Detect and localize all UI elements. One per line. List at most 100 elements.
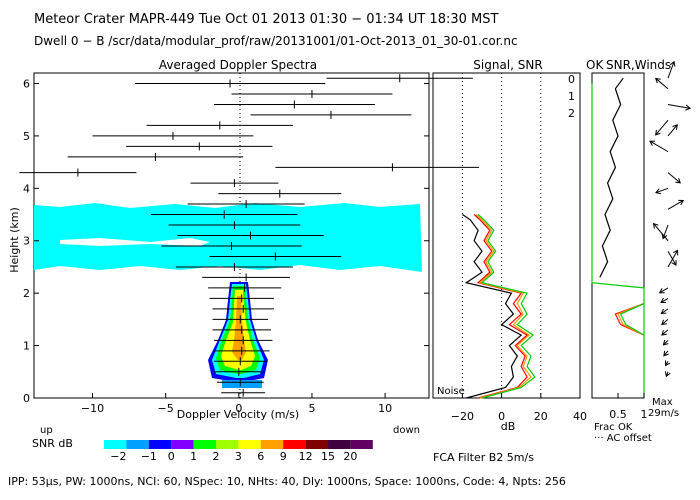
signal-series bbox=[462, 214, 536, 399]
colorbar-swatch bbox=[216, 440, 239, 449]
wind-barb-head bbox=[669, 60, 676, 67]
wind-barb-head bbox=[661, 233, 668, 240]
winds-frame bbox=[591, 72, 645, 399]
snr-line-beam-0 bbox=[473, 214, 529, 399]
wind-barb-head bbox=[660, 308, 667, 315]
header-title: Meteor Crater MAPR-449 Tue Oct 01 2013 0… bbox=[34, 12, 498, 27]
doppler-yticks: 0 1 2 3 4 5 6 bbox=[23, 77, 429, 405]
signal-xticks: −20 0 20 40 bbox=[451, 393, 587, 423]
signal-frame bbox=[432, 72, 581, 399]
y-tick-label: 3 bbox=[23, 235, 30, 248]
wind-barb-head bbox=[685, 104, 692, 111]
wind-barb-head bbox=[655, 77, 661, 84]
winds-panel-ok-title: OK bbox=[586, 58, 604, 72]
wind-barb-head bbox=[675, 177, 681, 184]
snr-image bbox=[34, 203, 422, 388]
colorbar-swatch bbox=[305, 440, 328, 449]
colorbar-swatch bbox=[328, 440, 351, 449]
wind-barb bbox=[667, 61, 675, 79]
doppler-panel-title: Averaged Doppler Spectra bbox=[159, 58, 317, 72]
noise-label: Noise bbox=[437, 386, 465, 397]
snr-base bbox=[222, 380, 262, 388]
beam-label-0: 0 bbox=[568, 73, 575, 86]
header-file: Dwell 0 − B /scr/data/modular_prof/raw/2… bbox=[34, 34, 518, 48]
wind-barb bbox=[661, 308, 669, 314]
colorbar-tick-label: 0 bbox=[168, 450, 175, 463]
doppler-axis-label: Doppler Velocity (m/s) bbox=[177, 408, 299, 421]
wind-barbs bbox=[649, 60, 692, 378]
y-tick-label: 2 bbox=[23, 287, 30, 300]
colorbar-swatch bbox=[260, 440, 284, 449]
x-tick-label: −20 bbox=[451, 410, 474, 423]
colorbar-swatch bbox=[148, 440, 172, 449]
wind-barb bbox=[667, 200, 684, 210]
colorbar-tick-label: 20 bbox=[343, 450, 357, 463]
winds-panel-title: SNR,Winds bbox=[606, 58, 671, 72]
colorbar-tick-label: 12 bbox=[299, 450, 313, 463]
y-tick-label: 5 bbox=[23, 130, 30, 143]
y-tick-label: 0 bbox=[23, 392, 30, 405]
colorbar-swatch bbox=[104, 440, 127, 449]
colorbar-swatch bbox=[126, 440, 149, 449]
colorbar-tick-label: −1 bbox=[141, 450, 157, 463]
colorbar-tick-label: 3 bbox=[235, 450, 242, 463]
colorbar-tick-label: −2 bbox=[110, 450, 126, 463]
wind-barb bbox=[667, 103, 691, 109]
x-tick-label: 20 bbox=[534, 410, 548, 423]
snr-band-gap bbox=[60, 238, 210, 246]
wind-barb-head bbox=[649, 140, 655, 146]
snr-plume-orange bbox=[232, 296, 246, 360]
wind-barb bbox=[661, 329, 669, 336]
wind-barb-head bbox=[663, 350, 669, 357]
y-tick-label: 6 bbox=[23, 77, 30, 90]
snr-line-beam-2 bbox=[477, 214, 536, 399]
x-tick-label: 0.5 bbox=[609, 408, 627, 421]
colorbar-tick-label: 9 bbox=[280, 450, 287, 463]
colorbar-tick-label: 15 bbox=[321, 450, 335, 463]
wind-barb bbox=[662, 224, 669, 239]
wind-barb-head bbox=[652, 222, 659, 229]
colorbar-swatch bbox=[171, 440, 194, 449]
wind-barb-head bbox=[661, 319, 667, 326]
doppler-points bbox=[19, 74, 479, 397]
wind-barb-head bbox=[672, 249, 679, 256]
colorbar-label: SNR dB bbox=[32, 437, 73, 450]
max-value: 29m/s bbox=[648, 408, 679, 419]
footer-params: IPP: 53μs, PW: 1000ns, NCI: 60, NSpec: 1… bbox=[8, 475, 566, 488]
wind-barb-head bbox=[665, 360, 671, 367]
wind-barb-head bbox=[671, 260, 677, 266]
noise-line bbox=[462, 214, 523, 399]
x-tick-label: −5 bbox=[158, 402, 174, 415]
wind-barb bbox=[659, 287, 669, 294]
wind-barb bbox=[663, 339, 669, 346]
wind-barb bbox=[653, 223, 669, 242]
wind-barb bbox=[663, 350, 669, 357]
beam-snr-green bbox=[619, 303, 645, 336]
wind-barb-head bbox=[662, 339, 669, 346]
wind-barb-head bbox=[664, 371, 671, 378]
max-label: Max bbox=[652, 397, 673, 408]
beam-legend: 0 1 2 bbox=[568, 73, 575, 120]
x-tick-label: 0 bbox=[498, 410, 505, 423]
ac-offset-line bbox=[599, 77, 624, 278]
signal-axis-label: dB bbox=[501, 420, 516, 433]
wind-barb bbox=[667, 172, 681, 184]
colorbar-tick-label: 6 bbox=[257, 450, 264, 463]
colorbar-tick-label: 2 bbox=[213, 450, 220, 463]
colorbar-swatch bbox=[193, 440, 216, 449]
snr-line-beam-1 bbox=[475, 214, 532, 399]
colorbar-swatch bbox=[350, 440, 373, 449]
wind-barb-head bbox=[660, 297, 667, 303]
beam-label-2: 2 bbox=[568, 107, 575, 120]
ac-offset-label: ··· AC offset bbox=[594, 433, 652, 444]
wind-barb bbox=[667, 250, 677, 266]
wind-barb-head bbox=[672, 124, 678, 130]
filter-label: FCA Filter B2 5m/s bbox=[433, 451, 534, 464]
x-tick-label: 10 bbox=[378, 402, 392, 415]
colorbar-tick-label: 1 bbox=[190, 450, 197, 463]
colorbar-down-label: down bbox=[393, 425, 420, 436]
x-tick-label: 5 bbox=[308, 402, 315, 415]
wind-barb bbox=[655, 187, 669, 194]
x-tick-label: 40 bbox=[573, 410, 587, 423]
